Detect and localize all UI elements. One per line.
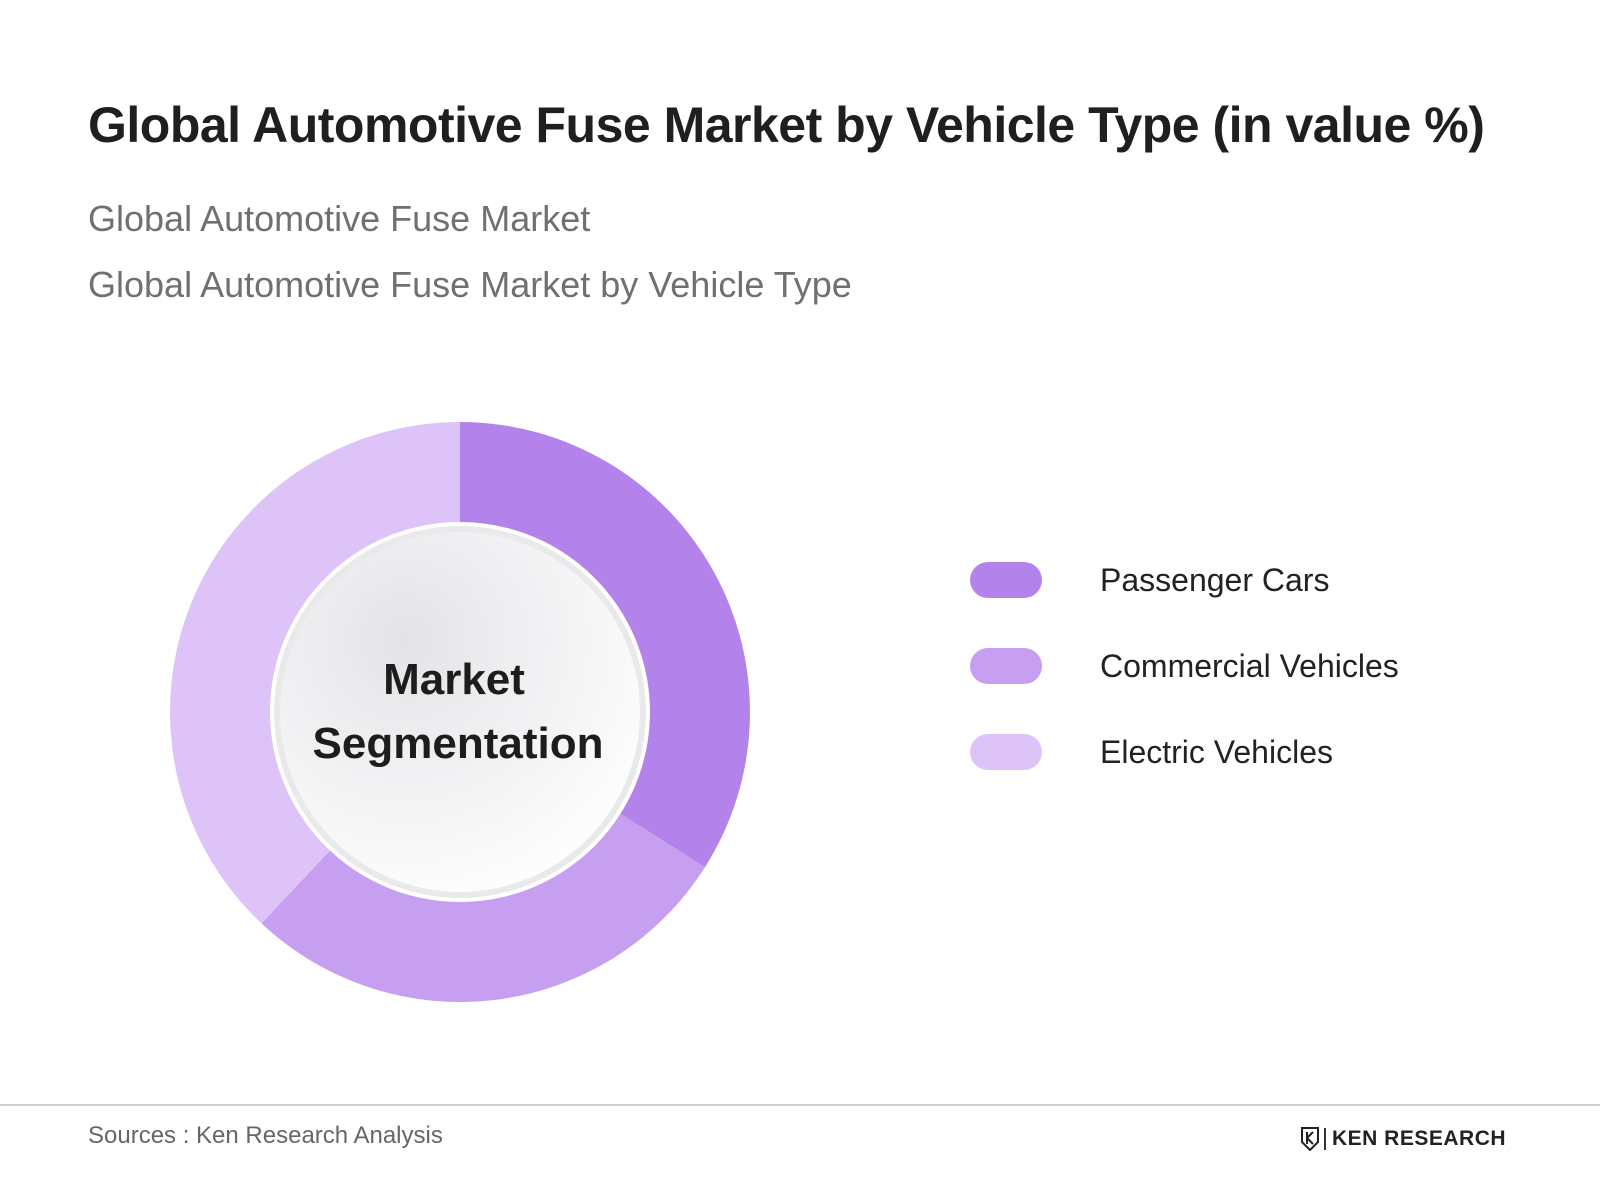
ken-research-shield-icon (1301, 1127, 1319, 1151)
legend-item-commercial-vehicles: Commercial Vehicles (970, 646, 1399, 686)
legend-item-electric-vehicles: Electric Vehicles (970, 732, 1399, 772)
legend-label-electric-vehicles: Electric Vehicles (1100, 733, 1333, 770)
slice-passenger-cars (460, 422, 750, 868)
subtitle-market: Global Automotive Fuse Market (88, 198, 591, 239)
footer-divider (0, 1104, 1600, 1106)
subtitle-vehicle-type: Global Automotive Fuse Market by Vehicle… (88, 264, 852, 305)
center-disc (280, 532, 640, 892)
slice-electric-vehicles (170, 422, 460, 924)
brand-separator (1324, 1128, 1326, 1150)
legend-label-passenger-cars: Passenger Cars (1100, 561, 1330, 598)
center-label-line-2: Segmentation (313, 719, 604, 768)
donut-slices (170, 422, 750, 1002)
brand-name: KEN RESEARCH (1332, 1127, 1507, 1150)
donut-chart: Market Segmentation (170, 422, 750, 1002)
center-label-line-1: Market (383, 655, 525, 704)
slice-commercial-vehicles (261, 813, 705, 1002)
source-note: Sources : Ken Research Analysis (88, 1122, 443, 1149)
legend-swatch-electric-vehicles (970, 734, 1042, 770)
chart-title: Global Automotive Fuse Market by Vehicle… (88, 97, 1485, 153)
legend-item-passenger-cars: Passenger Cars (970, 560, 1399, 600)
legend: Passenger Cars Commercial Vehicles Elect… (970, 560, 1399, 818)
legend-swatch-passenger-cars (970, 562, 1042, 598)
legend-swatch-commercial-vehicles (970, 648, 1042, 684)
ken-research-logo: KEN RESEARCH (1300, 1124, 1506, 1154)
legend-label-commercial-vehicles: Commercial Vehicles (1100, 647, 1399, 684)
